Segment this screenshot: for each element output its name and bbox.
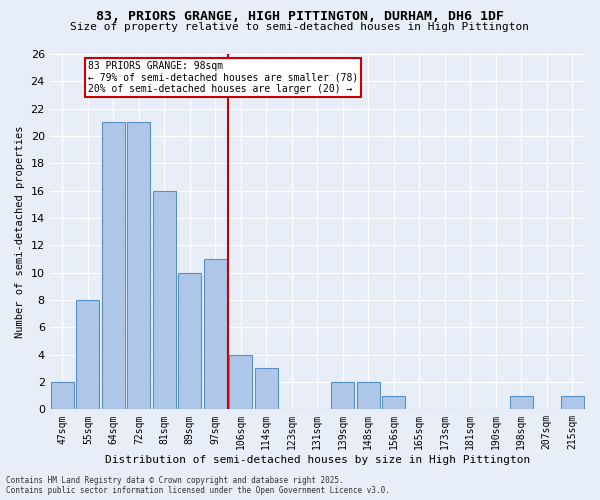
Text: Size of property relative to semi-detached houses in High Pittington: Size of property relative to semi-detach… <box>71 22 530 32</box>
Bar <box>51 382 74 409</box>
Bar <box>127 122 151 410</box>
Bar <box>357 382 380 409</box>
Bar <box>178 272 202 409</box>
Bar <box>255 368 278 410</box>
Bar <box>382 396 405 409</box>
Text: Contains HM Land Registry data © Crown copyright and database right 2025.
Contai: Contains HM Land Registry data © Crown c… <box>6 476 390 495</box>
Bar <box>510 396 533 409</box>
Text: 83, PRIORS GRANGE, HIGH PITTINGTON, DURHAM, DH6 1DF: 83, PRIORS GRANGE, HIGH PITTINGTON, DURH… <box>96 10 504 23</box>
Y-axis label: Number of semi-detached properties: Number of semi-detached properties <box>15 126 25 338</box>
Bar <box>153 190 176 410</box>
Bar <box>229 354 253 410</box>
Text: 83 PRIORS GRANGE: 98sqm
← 79% of semi-detached houses are smaller (78)
20% of se: 83 PRIORS GRANGE: 98sqm ← 79% of semi-de… <box>88 61 358 94</box>
Bar <box>331 382 354 409</box>
X-axis label: Distribution of semi-detached houses by size in High Pittington: Distribution of semi-detached houses by … <box>105 455 530 465</box>
Bar <box>561 396 584 409</box>
Bar <box>76 300 100 410</box>
Bar <box>204 259 227 410</box>
Bar <box>102 122 125 410</box>
